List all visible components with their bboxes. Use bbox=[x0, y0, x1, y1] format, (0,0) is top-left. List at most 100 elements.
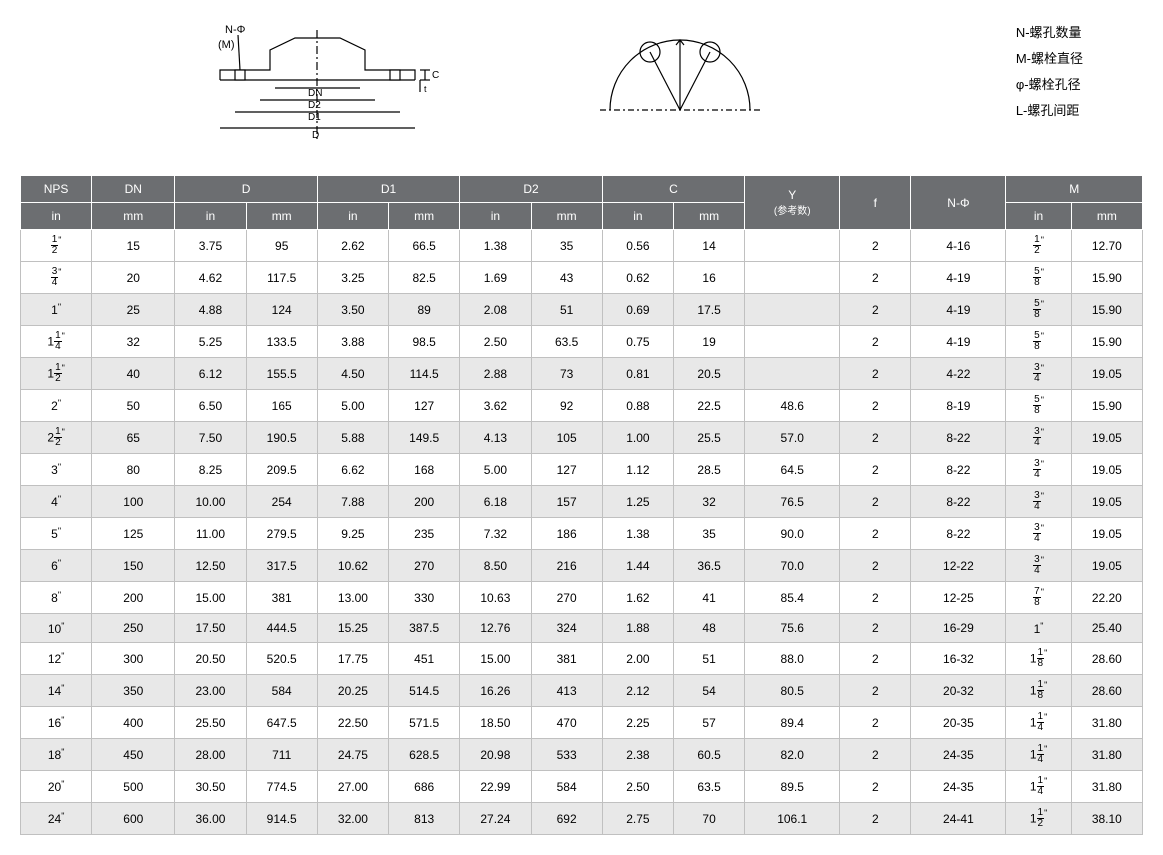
table-cell: 4-19 bbox=[911, 326, 1006, 358]
table-row: 16"40025.50647.522.50571.518.504702.2557… bbox=[21, 707, 1143, 739]
table-cell: 22.5 bbox=[673, 390, 744, 422]
table-cell: 2 bbox=[840, 486, 911, 518]
table-cell: 24-35 bbox=[911, 771, 1006, 803]
table-cell: 1.25 bbox=[602, 486, 673, 518]
table-cell: 36.00 bbox=[175, 803, 246, 835]
table-cell: 85.4 bbox=[745, 582, 840, 614]
th-m: M bbox=[1006, 176, 1143, 203]
legend-n: N-螺孔数量 bbox=[1016, 20, 1083, 46]
table-cell: 2 bbox=[840, 358, 911, 390]
table-cell: 15.00 bbox=[175, 582, 246, 614]
table-cell: 155.5 bbox=[246, 358, 317, 390]
table-cell: 1.69 bbox=[460, 262, 531, 294]
table-row: 212"657.50190.55.88149.54.131051.0025.55… bbox=[21, 422, 1143, 454]
table-cell: 105 bbox=[531, 422, 602, 454]
table-cell: 27.24 bbox=[460, 803, 531, 835]
table-cell: 520.5 bbox=[246, 643, 317, 675]
table-cell: 58" bbox=[1006, 326, 1071, 358]
table-cell: 19.05 bbox=[1071, 518, 1142, 550]
table-cell: 647.5 bbox=[246, 707, 317, 739]
table-cell: 2" bbox=[21, 390, 92, 422]
table-cell: 28.60 bbox=[1071, 675, 1142, 707]
table-cell: 2.08 bbox=[460, 294, 531, 326]
table-cell: 2 bbox=[840, 614, 911, 643]
table-cell bbox=[745, 262, 840, 294]
table-cell: 57 bbox=[673, 707, 744, 739]
table-cell: 8-22 bbox=[911, 518, 1006, 550]
table-cell: 70 bbox=[673, 803, 744, 835]
table-cell: 80.5 bbox=[745, 675, 840, 707]
table-cell: 2 bbox=[840, 550, 911, 582]
table-cell: 48.6 bbox=[745, 390, 840, 422]
table-cell: 4.50 bbox=[317, 358, 388, 390]
table-cell: 41 bbox=[673, 582, 744, 614]
table-cell bbox=[745, 230, 840, 262]
table-cell: 19 bbox=[673, 326, 744, 358]
th-nphi: N-Φ bbox=[911, 176, 1006, 230]
table-cell: 5" bbox=[21, 518, 92, 550]
table-cell: 5.88 bbox=[317, 422, 388, 454]
table-cell: 2 bbox=[840, 643, 911, 675]
table-cell: 127 bbox=[531, 454, 602, 486]
table-cell: 19.05 bbox=[1071, 422, 1142, 454]
table-row: 2"506.501655.001273.62920.8822.548.628-1… bbox=[21, 390, 1143, 422]
table-row: 34"204.62117.53.2582.51.69430.621624-195… bbox=[21, 262, 1143, 294]
table-cell: 15.25 bbox=[317, 614, 388, 643]
th-dn: DN bbox=[92, 176, 175, 203]
th-d1: D1 bbox=[317, 176, 459, 203]
table-cell: 82.0 bbox=[745, 739, 840, 771]
table-cell: 2 bbox=[840, 582, 911, 614]
table-cell: 686 bbox=[389, 771, 460, 803]
table-cell: 27.00 bbox=[317, 771, 388, 803]
table-cell: 444.5 bbox=[246, 614, 317, 643]
th-d2-in: in bbox=[460, 203, 531, 230]
table-cell: 13.00 bbox=[317, 582, 388, 614]
table-cell: 692 bbox=[531, 803, 602, 835]
table-cell: 114.5 bbox=[389, 358, 460, 390]
table-cell: 270 bbox=[389, 550, 460, 582]
table-cell: 63.5 bbox=[531, 326, 602, 358]
table-cell: 118" bbox=[1006, 643, 1071, 675]
table-cell: 51 bbox=[673, 643, 744, 675]
table-cell: 15.90 bbox=[1071, 326, 1142, 358]
table-cell: 117.5 bbox=[246, 262, 317, 294]
table-cell: 73 bbox=[531, 358, 602, 390]
table-cell: 51 bbox=[531, 294, 602, 326]
table-cell: 3.88 bbox=[317, 326, 388, 358]
table-cell: 4" bbox=[21, 486, 92, 518]
table-cell: 4.88 bbox=[175, 294, 246, 326]
table-row: 12"30020.50520.517.7545115.003812.005188… bbox=[21, 643, 1143, 675]
table-cell: 114" bbox=[21, 326, 92, 358]
table-cell: 2 bbox=[840, 454, 911, 486]
th-y: Y (参考数) bbox=[745, 176, 840, 230]
table-cell: 2.38 bbox=[602, 739, 673, 771]
table-cell: 2 bbox=[840, 422, 911, 454]
table-cell: 20.98 bbox=[460, 739, 531, 771]
table-cell: 28.00 bbox=[175, 739, 246, 771]
th-c-mm: mm bbox=[673, 203, 744, 230]
table-cell: 1.38 bbox=[460, 230, 531, 262]
table-cell: 70.0 bbox=[745, 550, 840, 582]
table-cell: 584 bbox=[531, 771, 602, 803]
table-cell: 58" bbox=[1006, 390, 1071, 422]
table-cell: 270 bbox=[531, 582, 602, 614]
th-d: D bbox=[175, 176, 317, 203]
table-cell: 25.40 bbox=[1071, 614, 1142, 643]
table-cell: 6" bbox=[21, 550, 92, 582]
table-cell: 36.5 bbox=[673, 550, 744, 582]
table-cell: 533 bbox=[531, 739, 602, 771]
table-cell: 15 bbox=[92, 230, 175, 262]
table-cell: 17.5 bbox=[673, 294, 744, 326]
table-cell: 6.12 bbox=[175, 358, 246, 390]
table-cell: 127 bbox=[389, 390, 460, 422]
th-d2-mm: mm bbox=[531, 203, 602, 230]
table-cell: 200 bbox=[92, 582, 175, 614]
table-cell: 216 bbox=[531, 550, 602, 582]
table-cell: 2 bbox=[840, 326, 911, 358]
table-cell: 16 bbox=[673, 262, 744, 294]
table-cell: 34" bbox=[1006, 422, 1071, 454]
table-cell: 65 bbox=[92, 422, 175, 454]
table-cell: 2 bbox=[840, 675, 911, 707]
table-cell: 209.5 bbox=[246, 454, 317, 486]
table-cell: 92 bbox=[531, 390, 602, 422]
